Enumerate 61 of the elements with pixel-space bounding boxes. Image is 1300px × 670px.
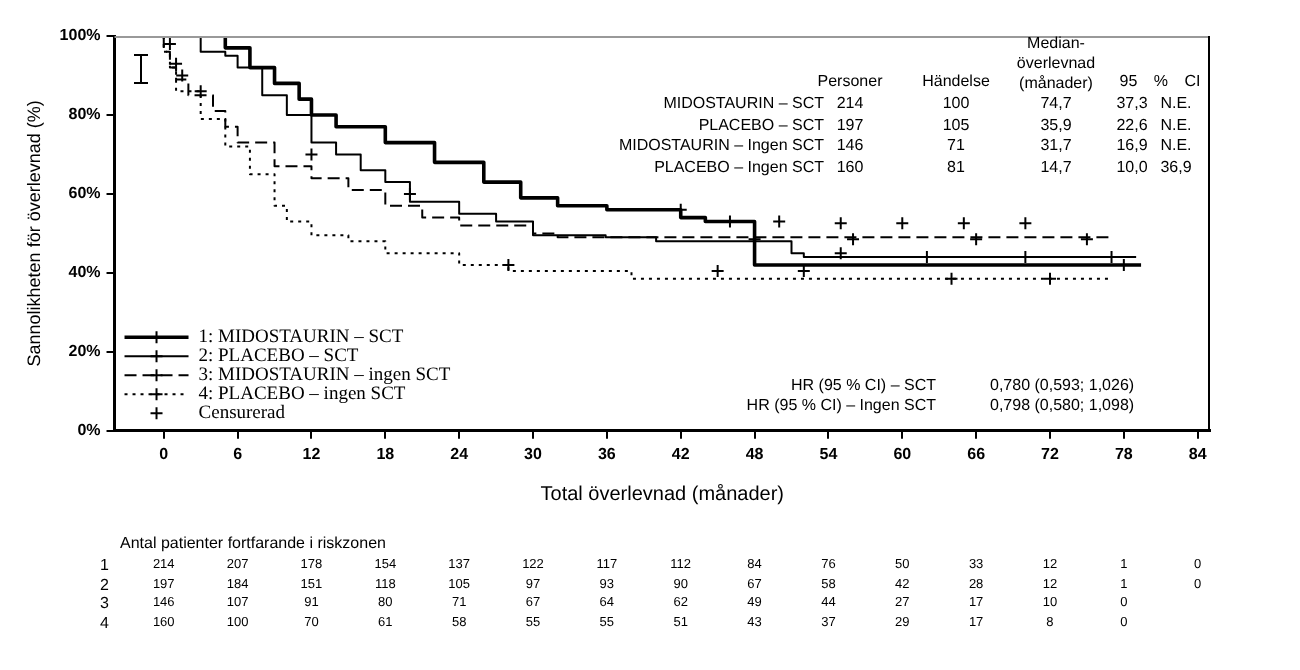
legend-label: 2: PLACEBO – SCT	[198, 347, 359, 368]
annotation: N.E.	[1160, 115, 1192, 133]
annotation: MIDOSTAURIN – SCT	[663, 94, 824, 112]
annotation: Personer	[817, 72, 883, 90]
annotation: 100	[942, 94, 970, 112]
x-tick-label: 24	[450, 444, 470, 463]
x-tick-label: 12	[302, 444, 322, 463]
y-axis-title: Sannolikheten för överlevnad (%)	[23, 100, 44, 367]
annotation: 160	[836, 157, 864, 175]
annotation: PLACEBO – Ingen SCT	[654, 157, 824, 175]
legend-label: 3: MIDOSTAURIN – ingen SCT	[198, 366, 451, 387]
annotation: 214	[836, 94, 864, 112]
x-tick-label: 36	[597, 444, 617, 463]
annotation: 74,7	[1040, 94, 1072, 112]
annotation: 37,3	[1116, 94, 1148, 112]
annotation: PLACEBO – SCT	[698, 115, 824, 133]
x-tick-label: 84	[1188, 444, 1208, 463]
annotation: MIDOSTAURIN – Ingen SCT	[618, 136, 824, 154]
text: Antal patienter fortfarande i riskzonen	[120, 534, 386, 552]
annotation: 71	[947, 136, 965, 154]
annotation: 0,780 (0,593; 1,026)	[990, 376, 1135, 394]
y-tick-label: 20%	[68, 342, 101, 361]
annotation: N.E.	[1160, 94, 1192, 112]
annotation: 22,6	[1116, 115, 1148, 133]
annotation: 197	[836, 115, 864, 133]
x-tick-label: 72	[1041, 444, 1060, 463]
y-tick-label: 60%	[68, 184, 101, 203]
annotation: 31,7	[1040, 136, 1072, 154]
x-tick-label: 66	[967, 444, 987, 463]
annotation: 105	[942, 115, 970, 133]
annotation: 35,9	[1040, 115, 1072, 133]
x-tick-label: 42	[671, 444, 691, 463]
x-axis-title: Total överlevnad (månader)	[540, 481, 784, 506]
annotation: N.E.	[1160, 136, 1192, 154]
x-tick-label: 54	[819, 444, 839, 463]
legend-label: 1: MIDOSTAURIN – SCT	[198, 328, 404, 349]
y-tick-label: 40%	[68, 263, 101, 282]
annotation: 146	[836, 136, 864, 154]
x-tick-label: 0	[159, 444, 170, 463]
annotation: Median-överlevnad (månader)	[1014, 34, 1098, 94]
x-tick-label: 18	[376, 444, 396, 463]
annotation: HR (95 % CI) – Ingen SCT	[746, 396, 936, 414]
y-tick-label: 80%	[68, 105, 101, 124]
annotation: 10,0	[1116, 157, 1148, 175]
annotation: 81	[947, 157, 965, 175]
y-tick-label: 100%	[59, 26, 101, 45]
annotation: Händelse	[922, 72, 990, 90]
annotation: 36,9	[1160, 157, 1192, 175]
annotation: 0,798 (0,580; 1,098)	[990, 396, 1135, 414]
legend-label: 4: PLACEBO – ingen SCT	[198, 385, 406, 406]
x-tick-label: 78	[1114, 444, 1134, 463]
x-tick-label: 6	[233, 444, 244, 463]
legend-label: Censurerad	[198, 404, 286, 425]
annotation: HR (95 % CI) – SCT	[791, 376, 936, 394]
annotation: 95 % CI	[1119, 72, 1201, 90]
annotation: 16,9	[1116, 136, 1148, 154]
x-tick-label: 60	[893, 444, 913, 463]
annotation: 14,7	[1040, 157, 1072, 175]
x-tick-label: 48	[745, 444, 765, 463]
x-tick-label: 30	[524, 444, 544, 463]
y-tick-label: 0%	[77, 421, 101, 440]
